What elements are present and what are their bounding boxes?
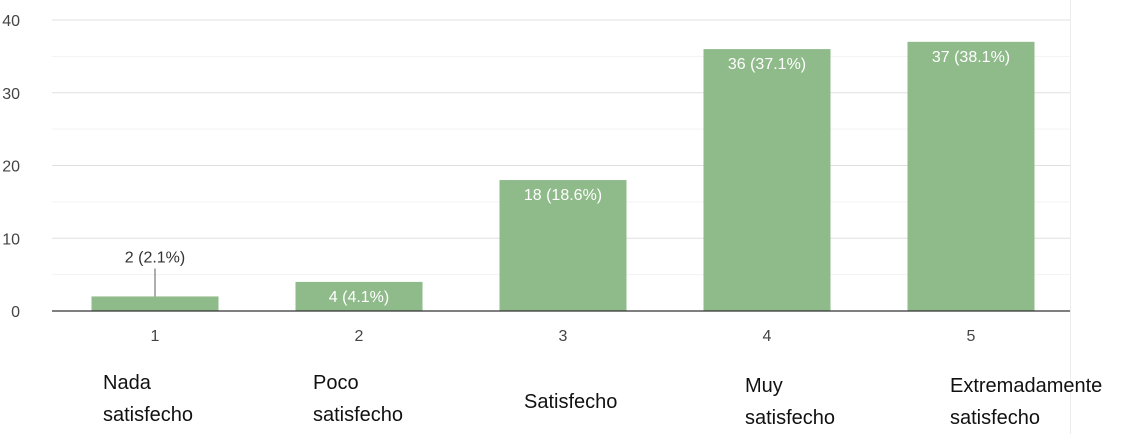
- bar: [703, 49, 831, 311]
- bar: [499, 180, 627, 311]
- y-tick-label: 10: [2, 231, 20, 248]
- x-tick-label: 5: [967, 328, 976, 345]
- chart-right-border: [1070, 0, 1071, 434]
- x-tick-label: 2: [355, 328, 364, 345]
- x-tick-label: 4: [763, 328, 772, 345]
- x-tick-label: 1: [151, 328, 160, 345]
- y-tick-label: 30: [2, 86, 20, 103]
- data-label: 18 (18.6%): [524, 187, 602, 204]
- x-tick-label: 3: [559, 328, 568, 345]
- bar: [295, 281, 423, 311]
- data-label: 36 (37.1%): [728, 56, 806, 73]
- y-tick-label: 20: [2, 159, 20, 176]
- data-label: 2 (2.1%): [125, 249, 185, 266]
- data-label: 37 (38.1%): [932, 49, 1010, 66]
- bar: [91, 296, 219, 311]
- bar: [907, 41, 1035, 311]
- y-tick-label: 40: [2, 13, 20, 30]
- y-tick-label: 0: [11, 304, 20, 321]
- data-label: 4 (4.1%): [329, 289, 389, 306]
